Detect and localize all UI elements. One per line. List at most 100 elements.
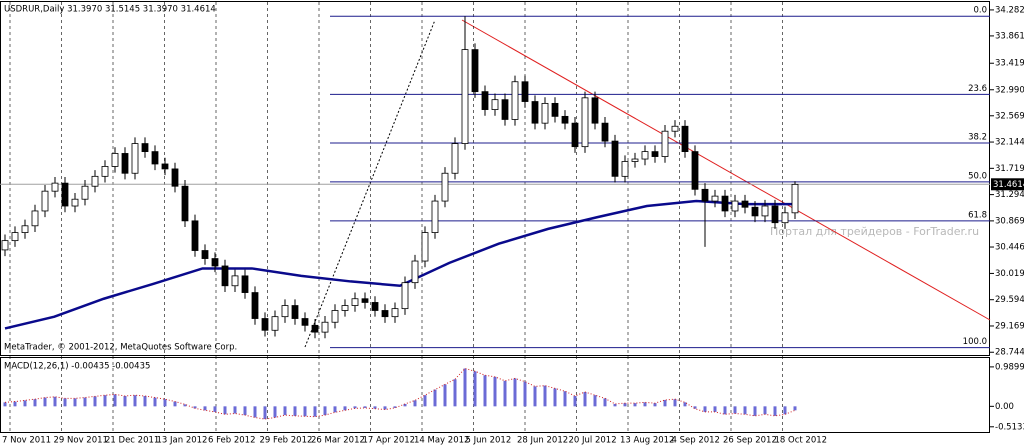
macd-bar [693, 406, 697, 409]
macd-bar [613, 403, 617, 407]
macd-bar [453, 379, 457, 407]
fib-label: 61.8 [968, 210, 987, 220]
macd-bar [133, 395, 137, 407]
fib-label: 100.0 [963, 337, 987, 347]
candle-body [271, 316, 279, 331]
y-tick-label: 0.9899 [995, 362, 1024, 372]
candle-body [771, 205, 779, 224]
macd-bar [193, 406, 197, 409]
y-tick-label: 28.7445 [995, 348, 1024, 358]
candle-body [401, 282, 409, 310]
x-tick-label: 26 Mar 2012 [311, 436, 365, 446]
x-tick-label: 18 Oct 2012 [775, 436, 828, 446]
y-tick-label: 32.9905 [995, 85, 1024, 95]
candle-body [601, 122, 609, 142]
macd-bar [793, 406, 797, 411]
candle-body [121, 153, 129, 174]
fib-label: 38.2 [968, 132, 987, 142]
macd-bar [743, 406, 747, 415]
candle-body [561, 115, 569, 124]
candle-body [421, 232, 429, 262]
y-tick-label: 31.7195 [995, 164, 1024, 174]
macd-bar [383, 406, 387, 410]
candle-body [81, 185, 89, 200]
macd-bar [783, 406, 787, 415]
macd-bar [723, 406, 727, 415]
y-tick-label: -0.5133 [995, 422, 1024, 432]
candle-body [651, 151, 659, 157]
macd-bar [183, 404, 187, 407]
trend-line [304, 19, 436, 348]
macd-bar [443, 384, 447, 407]
candle-body [321, 321, 329, 333]
candle-body [241, 275, 249, 293]
macd-bar [73, 398, 77, 407]
candle-body [491, 99, 499, 110]
candle-body [1, 240, 9, 251]
macd-bar [463, 368, 467, 407]
macd-bar [413, 400, 417, 407]
macd-bar [233, 406, 237, 414]
macd-bar [593, 395, 597, 407]
macd-bar [253, 406, 257, 418]
macd-bar [53, 396, 57, 407]
macd-bar [273, 406, 277, 418]
x-tick-label: 14 May 2012 [414, 436, 469, 446]
macd-bar [333, 406, 337, 413]
candle-body [781, 212, 789, 224]
macd-bar [343, 406, 347, 411]
chart-title: USDRUR,Daily 31.3970 31.5145 31.3970 31.… [4, 5, 216, 15]
candle-body [641, 151, 649, 160]
candle-body [361, 298, 369, 303]
candle-body [261, 318, 269, 331]
candle-body [161, 163, 169, 170]
macd-bar [173, 401, 177, 407]
y-tick-label: 30.4465 [995, 243, 1024, 253]
x-tick-label: 6 Feb 2012 [208, 436, 256, 446]
macd-bar [93, 396, 97, 407]
macd-bar [353, 406, 357, 409]
y-tick-label: 31.2945 [995, 190, 1024, 200]
macd-bar [153, 397, 157, 407]
candle-body [341, 305, 349, 311]
macd-bar [203, 406, 207, 411]
macd-bar [313, 406, 317, 417]
macd-bar [653, 403, 657, 407]
candle-body [441, 172, 449, 202]
x-tick-label: 5 Jun 2012 [466, 436, 512, 446]
candle-body [731, 200, 739, 212]
x-tick-label: 13 Aug 2012 [620, 436, 674, 446]
macd-bar [673, 399, 677, 407]
candle-body [221, 265, 229, 287]
x-tick-label: 29 Feb 2012 [260, 436, 313, 446]
candle-body [251, 292, 259, 319]
candle-body [551, 102, 559, 117]
macd-bar [583, 391, 587, 407]
macd-bar [753, 406, 757, 416]
macd-bar [363, 406, 367, 408]
candle-body [521, 81, 529, 102]
candle-body [611, 140, 619, 177]
macd-bar [403, 403, 407, 407]
y-tick-label: 29.5945 [995, 295, 1024, 305]
macd-bar [283, 406, 287, 416]
footer: MetaTrader, © 2001-2012, MetaQuotes Soft… [4, 343, 237, 353]
macd-bar [483, 375, 487, 407]
macd-bar [733, 406, 737, 414]
y-tick-label: 34.2820 [995, 5, 1024, 15]
candle-body [741, 200, 749, 208]
candle-body [661, 130, 669, 157]
macd-bar [423, 395, 427, 407]
candle-body [531, 101, 539, 124]
candle-body [51, 182, 59, 192]
x-tick-label: 17 Apr 2012 [363, 436, 416, 446]
macd-bar [113, 394, 117, 407]
macd-bar [243, 406, 247, 416]
macd-bar [703, 406, 707, 412]
macd-bar [713, 406, 717, 412]
candle-body [721, 195, 729, 212]
macd-bar [493, 376, 497, 407]
fib-label: 23.6 [968, 84, 987, 94]
candle-body [111, 153, 119, 167]
candle-body [461, 49, 469, 144]
